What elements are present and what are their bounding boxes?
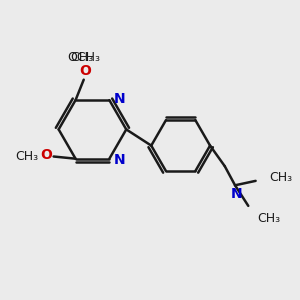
Text: CH₃: CH₃ xyxy=(15,150,38,163)
Text: CH₃: CH₃ xyxy=(257,212,280,225)
Text: CH₃: CH₃ xyxy=(70,51,93,64)
Text: N: N xyxy=(231,187,242,201)
Text: N: N xyxy=(114,92,125,106)
Text: O: O xyxy=(40,148,52,162)
Text: CH₃: CH₃ xyxy=(269,171,292,184)
Text: OCH₃: OCH₃ xyxy=(67,51,100,64)
Text: N: N xyxy=(114,153,125,167)
Text: O: O xyxy=(79,64,91,78)
